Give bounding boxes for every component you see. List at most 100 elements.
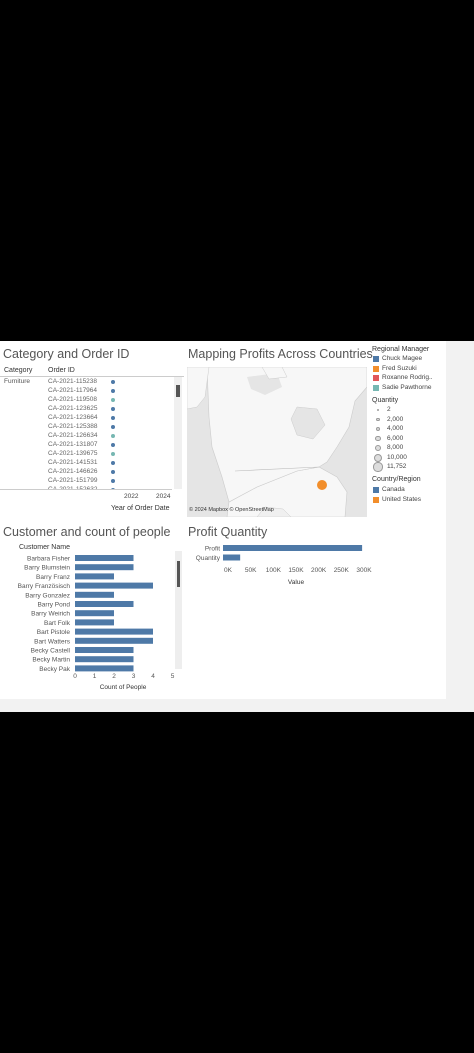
customer-count-bar[interactable] (75, 573, 114, 580)
order-id-cell: CA-2021-131807 (48, 441, 98, 448)
order-id-cell: CA-2021-141531 (48, 459, 98, 466)
quantity-legend-label[interactable]: 10,000 (387, 453, 407, 461)
manager-legend-label[interactable]: Fred Suzuki (382, 364, 417, 372)
customer-name-label[interactable]: Bart Folk (44, 620, 71, 627)
customer-name-label[interactable]: Barry Weirich (31, 611, 70, 618)
quantity-size-circle[interactable] (375, 435, 381, 442)
order-dot-mark[interactable] (111, 425, 115, 429)
manager-swatch[interactable] (373, 384, 379, 391)
header-divider (0, 376, 184, 377)
order-table[interactable]: Furniture CA-2021-115238 CA-2021-117964 CA… (0, 377, 172, 489)
order-id-cell: CA-2021-152632 (48, 486, 98, 489)
order-id-cell: CA-2021-117964 (48, 387, 98, 394)
order-id-cell: CA-2021-119508 (48, 396, 98, 403)
customer-count-bar[interactable] (75, 582, 153, 589)
customer-name-label[interactable]: Bart Watters (34, 638, 71, 645)
customer-name-label[interactable]: Becky Castell (31, 648, 71, 655)
order-dot-mark[interactable] (111, 389, 115, 393)
customer-count-bar[interactable] (75, 637, 153, 644)
profit-marker[interactable] (317, 480, 327, 490)
order-dot-mark[interactable] (111, 380, 115, 384)
count-axis-tick: 0 (73, 673, 77, 680)
quantity-legend-label[interactable]: 8,000 (387, 444, 404, 451)
customer-scrollbar-thumb[interactable] (177, 561, 180, 587)
manager-swatch[interactable] (373, 375, 379, 381)
customer-name-label[interactable]: Bart Pistole (37, 629, 71, 636)
quantity-legend-label[interactable]: 2 (387, 406, 391, 413)
measure-value-bar[interactable] (223, 554, 241, 561)
order-dot-mark[interactable] (111, 461, 115, 465)
order-id-cell: CA-2021-125388 (48, 423, 98, 430)
manager-swatch[interactable] (373, 365, 379, 372)
alaska-land (187, 367, 210, 410)
customer-count-bar[interactable] (75, 656, 134, 663)
year-axis-line (0, 489, 172, 490)
quantity-legend-label[interactable]: 4,000 (387, 425, 404, 432)
hudson-bay (290, 406, 326, 440)
order-dot-mark[interactable] (111, 479, 115, 483)
quantity-size-circle[interactable] (375, 426, 381, 432)
measure-label[interactable]: Quantity (196, 555, 221, 562)
order-id-cell: CA-2021-146626 (48, 468, 98, 475)
country-legend-label[interactable]: United States (382, 495, 422, 503)
quantity-legend-label[interactable]: 11,752 (387, 463, 407, 470)
order-dot-mark[interactable] (111, 470, 115, 474)
customer-name-label[interactable]: Barry Gonzalez (25, 592, 70, 599)
count-axis-tick: 2 (112, 673, 116, 680)
quantity-legend-label[interactable]: 6,000 (387, 434, 404, 442)
quantity-size-circle[interactable] (377, 409, 379, 411)
map-view[interactable]: © 2024 Mapbox © OpenStreetMap (187, 367, 367, 517)
measure-label[interactable]: Profit (205, 546, 220, 553)
order-dot-mark[interactable] (111, 416, 115, 420)
order-dot-mark[interactable] (111, 443, 115, 447)
order-dot-mark[interactable] (111, 452, 115, 456)
manager-legend-title: Regional Manager (372, 346, 430, 353)
manager-legend-label[interactable]: Chuck Magee (382, 355, 423, 362)
order-id-cell: CA-2021-151799 (48, 477, 98, 484)
customer-name-label[interactable]: Barbara Fisher (27, 556, 71, 563)
customer-count-bar[interactable] (75, 610, 114, 617)
quantity-size-circle[interactable] (376, 417, 380, 422)
order-scrollbar-thumb[interactable] (176, 385, 180, 397)
value-axis-tick: 250K (334, 567, 350, 574)
map-attribution[interactable]: © 2024 Mapbox © OpenStreetMap (189, 507, 274, 513)
manager-legend-label[interactable]: Sadie Pawthorne (382, 383, 432, 391)
year-tick-2024: 2024 (156, 493, 171, 500)
country-swatch[interactable] (373, 496, 379, 503)
manager-swatch[interactable] (373, 356, 379, 362)
quantity-size-circle[interactable] (373, 462, 383, 472)
country-swatch[interactable] (373, 487, 379, 493)
order-id-column-header[interactable]: Order ID (48, 367, 75, 374)
quantity-size-circle[interactable] (374, 444, 382, 452)
customer-count-bar[interactable] (75, 628, 153, 635)
customer-count-bar[interactable] (75, 647, 134, 653)
customer-name-label[interactable]: Barry Franz (36, 574, 70, 581)
customer-name-label[interactable]: Becky Martin (32, 657, 70, 664)
order-dot-mark[interactable] (111, 407, 115, 411)
customer-count-bar[interactable] (75, 591, 114, 598)
manager-legend-label[interactable]: Roxanne Rodrig.. (382, 374, 433, 381)
customer-scrollbar[interactable] (175, 551, 182, 669)
customer-name-label[interactable]: Barry Pond (37, 602, 70, 609)
order-dot-mark[interactable] (111, 398, 115, 402)
measure-value-bar[interactable] (223, 545, 363, 551)
order-dot-mark[interactable] (111, 488, 115, 489)
customer-count-bar[interactable] (75, 601, 134, 607)
customer-count-bar[interactable] (75, 555, 134, 561)
quantity-size-circle[interactable] (374, 453, 382, 462)
customer-count-bar[interactable] (75, 665, 134, 672)
customer-name-label[interactable]: Barry Französisch (18, 583, 71, 590)
order-dot-mark[interactable] (111, 434, 115, 438)
category-column-header[interactable]: Category (4, 367, 33, 374)
quantity-legend-label[interactable]: 2,000 (387, 415, 404, 423)
border-line (234, 466, 320, 472)
country-legend-label[interactable]: Canada (382, 486, 405, 493)
customer-name-label[interactable]: Becky Pak (39, 666, 70, 673)
customer-count-bar[interactable] (75, 619, 114, 626)
customer-name-label[interactable]: Barry Blumstein (24, 565, 70, 572)
customer-name-header[interactable]: Customer Name (19, 544, 70, 551)
order-id-cell: CA-2021-123625 (48, 405, 98, 412)
count-axis-tick: 3 (132, 673, 136, 680)
order-scrollbar[interactable] (174, 377, 182, 489)
customer-count-bar[interactable] (75, 564, 134, 571)
